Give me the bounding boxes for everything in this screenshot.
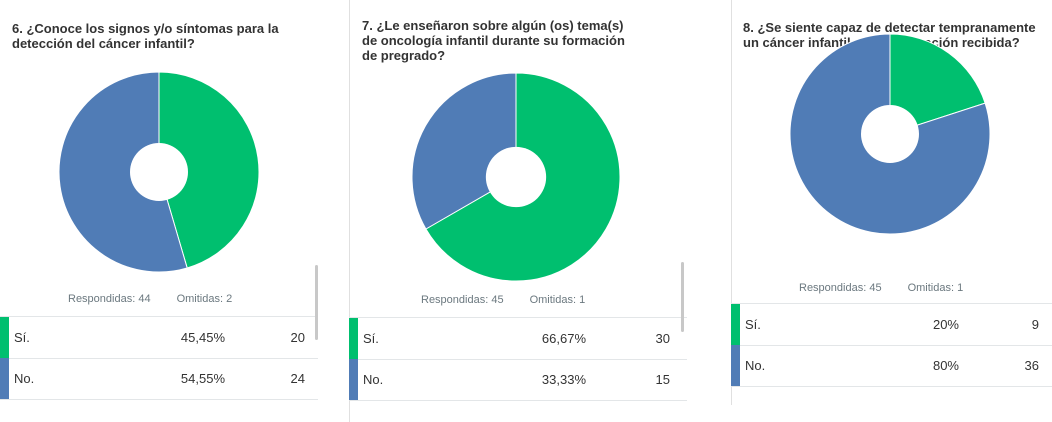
color-swatch [349,359,358,400]
answer-percent: 45,45% [180,330,225,345]
answer-row: Sí. 20% 9 [731,303,1052,346]
answer-count: 20 [290,330,305,345]
donut-chart [58,71,260,273]
answer-percent: 80% [932,358,959,373]
answer-label: No. [363,372,384,387]
divider [731,0,732,405]
answer-row: No. 54,55% 24 [0,358,318,400]
answer-label: No. [745,358,766,373]
slice-si[interactable] [158,71,260,269]
answer-label: Sí. [363,331,379,346]
answer-count: 24 [290,371,305,386]
answered-count: Respondidas: 44 [68,293,151,305]
answer-percent: 33,33% [541,372,586,387]
slice-si[interactable] [889,33,986,135]
color-swatch [731,345,740,386]
divider [349,0,350,422]
answer-count: 9 [1031,317,1039,332]
answer-count: 36 [1024,358,1039,373]
donut-chart [411,72,621,282]
skipped-count: Omitidas: 2 [176,293,233,305]
color-swatch [0,358,9,399]
question-8-panel: 8. ¿Se siente capaz de detectar temprana… [731,0,1052,422]
color-swatch [731,304,740,345]
response-stats: Respondidas: 45 Omitidas: 1 [799,282,989,294]
slice-no[interactable] [58,71,188,273]
answer-count: 15 [655,372,670,387]
skipped-count: Omitidas: 1 [529,294,586,306]
answer-row: No. 33,33% 15 [349,359,687,401]
answer-count: 30 [655,331,670,346]
response-stats: Respondidas: 45 Omitidas: 1 [421,294,611,306]
color-swatch [349,318,358,359]
skipped-count: Omitidas: 1 [907,282,964,294]
response-stats: Respondidas: 44 Omitidas: 2 [68,293,258,305]
question-title: 6. ¿Conoce los signos y/o síntomas para … [12,21,279,51]
answer-percent: 20% [932,317,959,332]
answer-row: Sí. 66,67% 30 [349,317,687,360]
donut-chart [789,33,991,235]
answered-count: Respondidas: 45 [799,282,882,294]
answer-label: No. [14,371,35,386]
donut-hole [130,143,188,201]
answer-percent: 54,55% [180,371,225,386]
answer-percent: 66,67% [541,331,586,346]
scrollbar[interactable] [315,265,318,340]
color-swatch [0,317,9,358]
question-6-panel: 6. ¿Conoce los signos y/o síntomas para … [0,0,322,422]
question-7-panel: 7. ¿Le enseñaron sobre algún (os) tema(s… [349,0,689,422]
donut-hole [861,105,919,163]
scrollbar[interactable] [681,262,684,332]
question-title: 7. ¿Le enseñaron sobre algún (os) tema(s… [362,18,625,63]
answer-row: Sí. 45,45% 20 [0,316,318,359]
answer-label: Sí. [745,317,761,332]
answered-count: Respondidas: 45 [421,294,504,306]
donut-hole [485,146,547,208]
answer-row: No. 80% 36 [731,345,1052,387]
answer-label: Sí. [14,330,30,345]
